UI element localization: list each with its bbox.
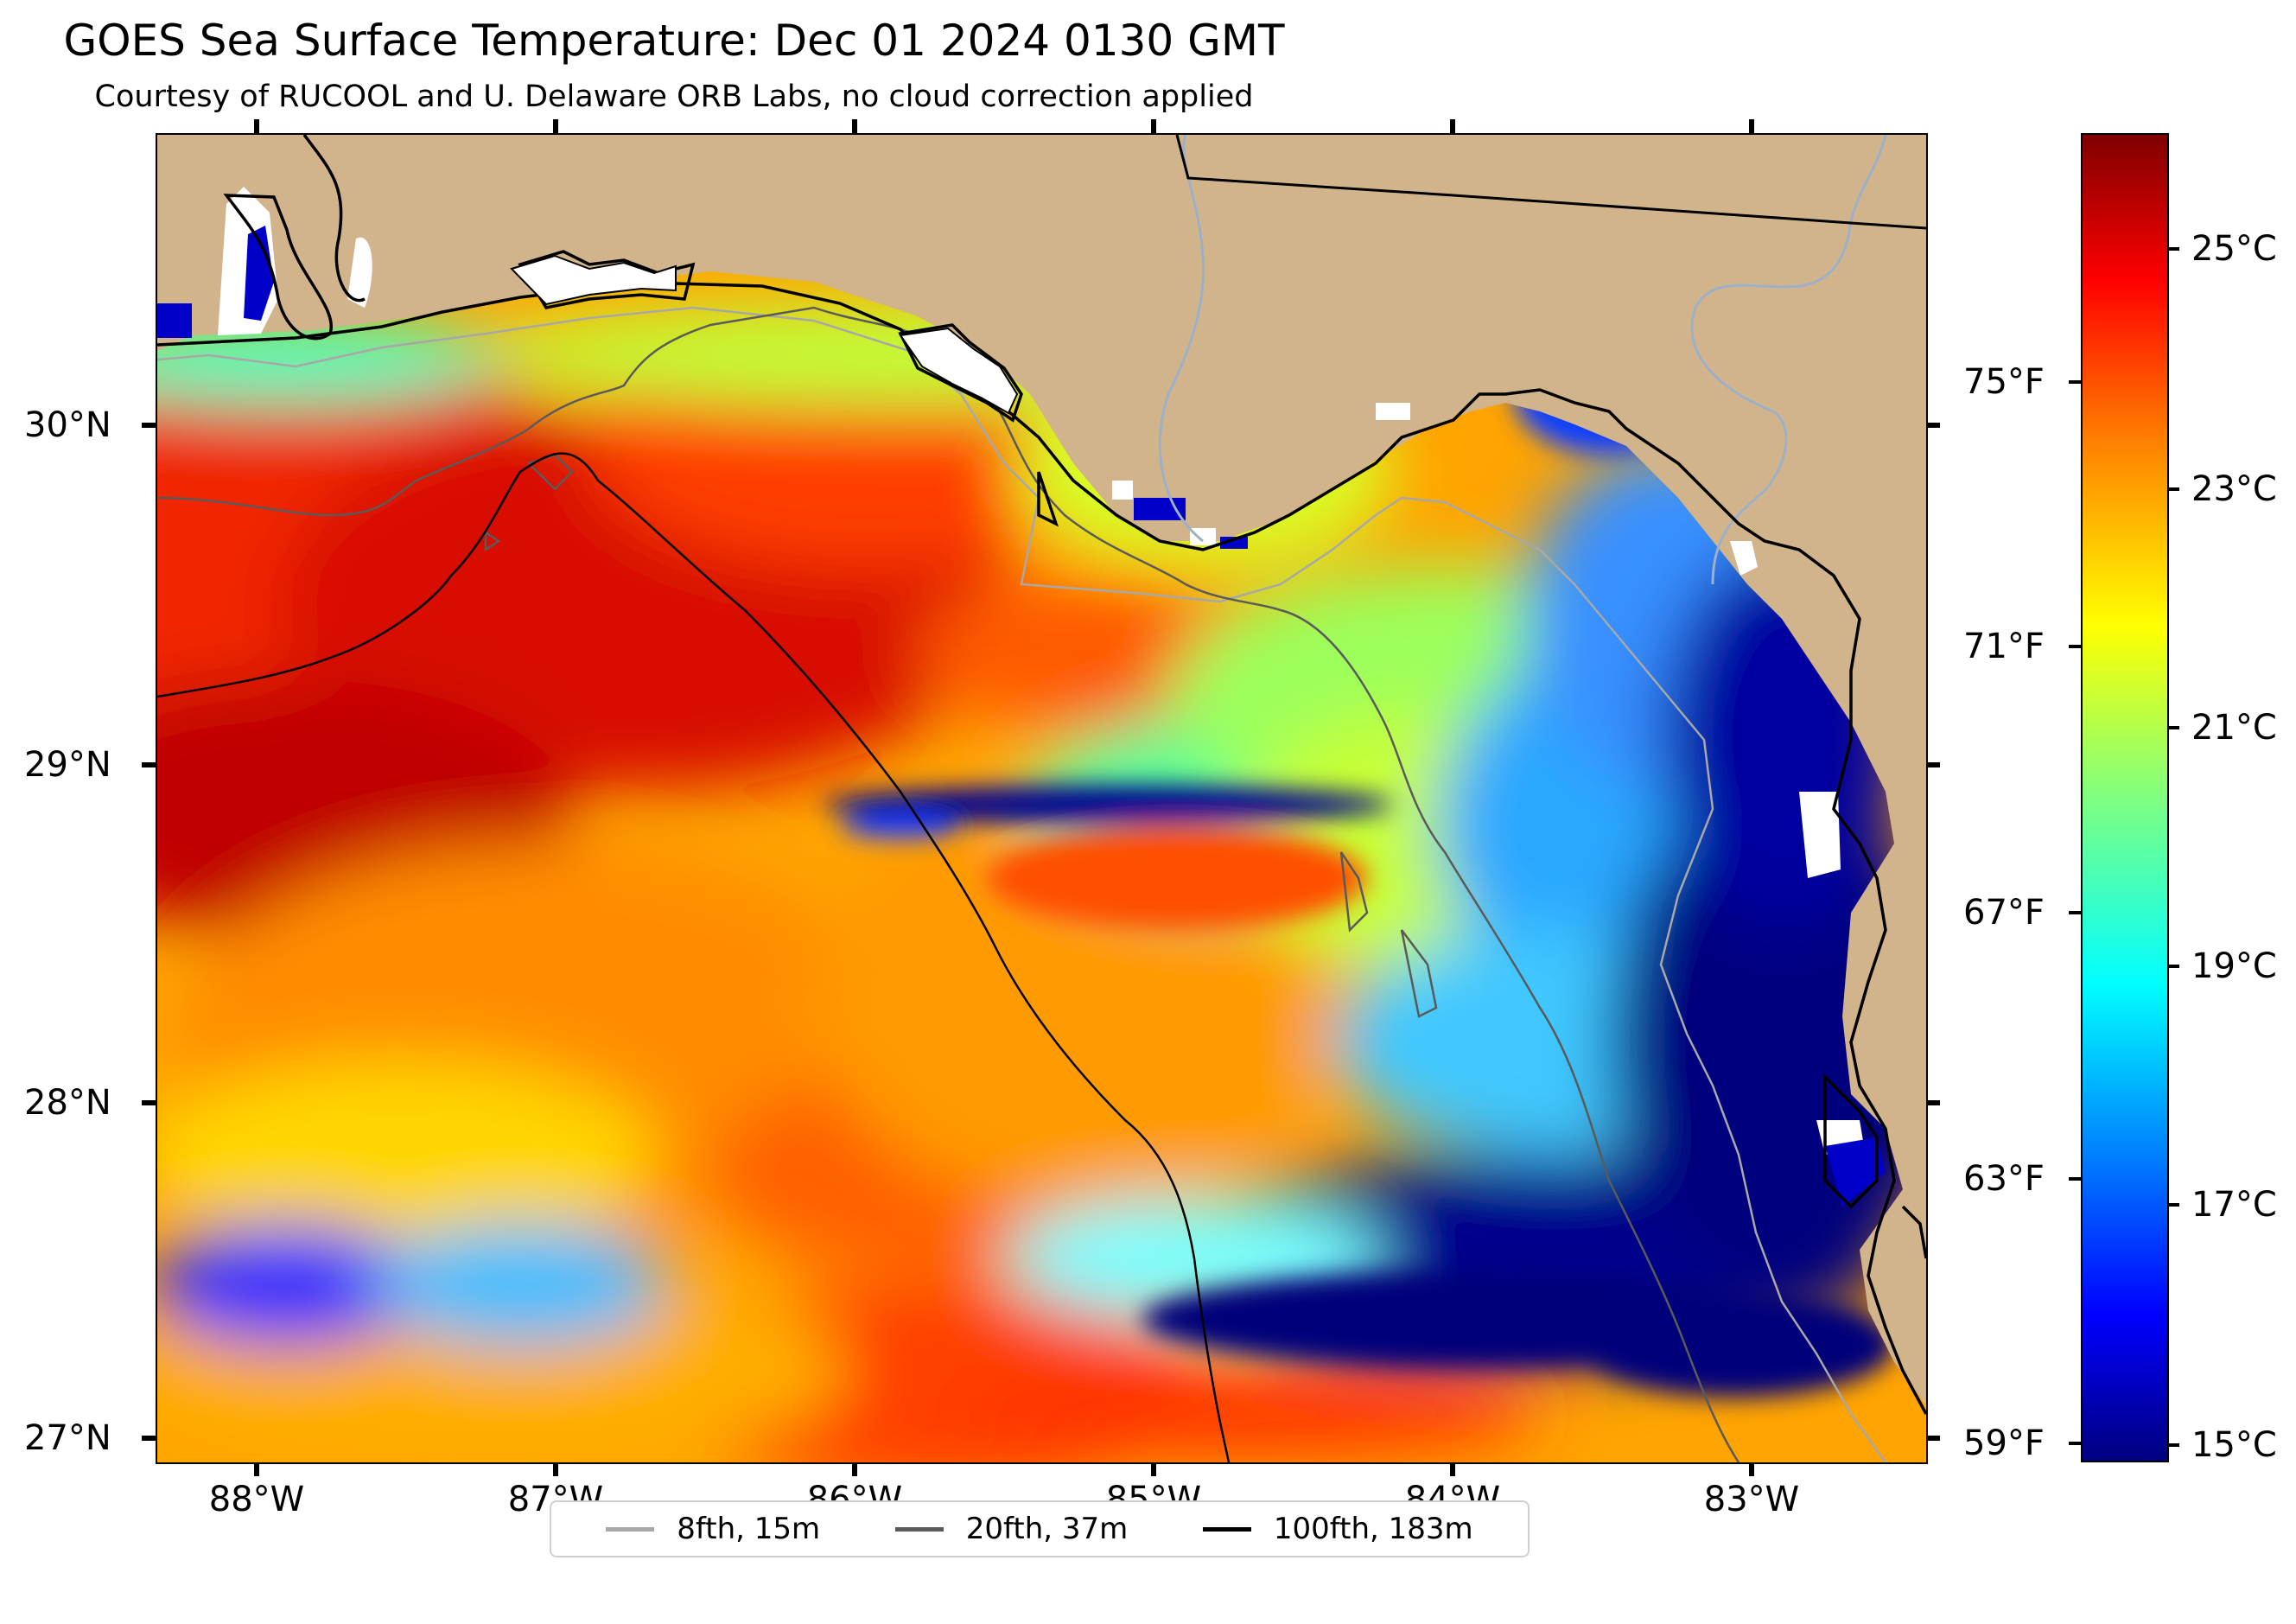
legend-item-8fth: 8fth, 15m — [606, 1512, 820, 1546]
cb-label-59f: 59°F — [1963, 1423, 2045, 1463]
cb-label-75f: 75°F — [1963, 362, 2045, 402]
legend-item-100fth: 100fth, 183m — [1202, 1512, 1473, 1546]
cb-label-67f: 67°F — [1963, 893, 2045, 933]
legend-label-20fth: 20fth, 37m — [965, 1512, 1129, 1546]
cb-label-17c: 17°C — [2191, 1185, 2277, 1225]
lat-label-30n: 30°N — [24, 405, 111, 445]
legend-item-20fth: 20fth, 37m — [894, 1512, 1129, 1546]
barrier-islands — [510, 254, 1019, 415]
lat-label-29n: 29°N — [24, 745, 111, 785]
legend-swatch-20fth — [894, 1526, 944, 1532]
legend-swatch-8fth — [606, 1526, 655, 1532]
state-borders — [1175, 135, 1926, 230]
lat-label-27n: 27°N — [24, 1418, 111, 1458]
cb-label-63f: 63°F — [1963, 1159, 2045, 1199]
cb-label-21c: 21°C — [2191, 708, 2277, 748]
coastline — [157, 135, 1926, 1415]
cb-label-15c: 15°C — [2191, 1425, 2277, 1465]
sst-map — [156, 133, 1928, 1464]
map-subtitle: Courtesy of RUCOOL and U. Delaware ORB L… — [94, 80, 1254, 114]
isobath-8fth — [157, 306, 1887, 1462]
temperature-colorbar — [2081, 133, 2169, 1462]
legend-label-100fth: 100fth, 183m — [1273, 1512, 1473, 1546]
cb-label-19c: 19°C — [2191, 946, 2277, 986]
cb-label-25c: 25°C — [2191, 229, 2277, 269]
isobath-100fth — [157, 452, 1231, 1462]
legend-label-8fth: 8fth, 15m — [677, 1512, 821, 1546]
cb-label-23c: 23°C — [2191, 469, 2277, 509]
map-title: GOES Sea Surface Temperature: Dec 01 202… — [63, 16, 1285, 66]
legend-swatch-100fth — [1202, 1526, 1251, 1532]
bay-pixels — [157, 226, 1886, 1207]
isobath-20fth — [157, 306, 1740, 1462]
lon-label-83w: 83°W — [1703, 1480, 1800, 1519]
cb-label-71f: 71°F — [1963, 627, 2045, 666]
isobath-legend: 8fth, 15m 20fth, 37m 100fth, 183m — [550, 1500, 1530, 1557]
lon-label-88w: 88°W — [208, 1480, 305, 1519]
lat-label-28n: 28°N — [24, 1083, 111, 1123]
